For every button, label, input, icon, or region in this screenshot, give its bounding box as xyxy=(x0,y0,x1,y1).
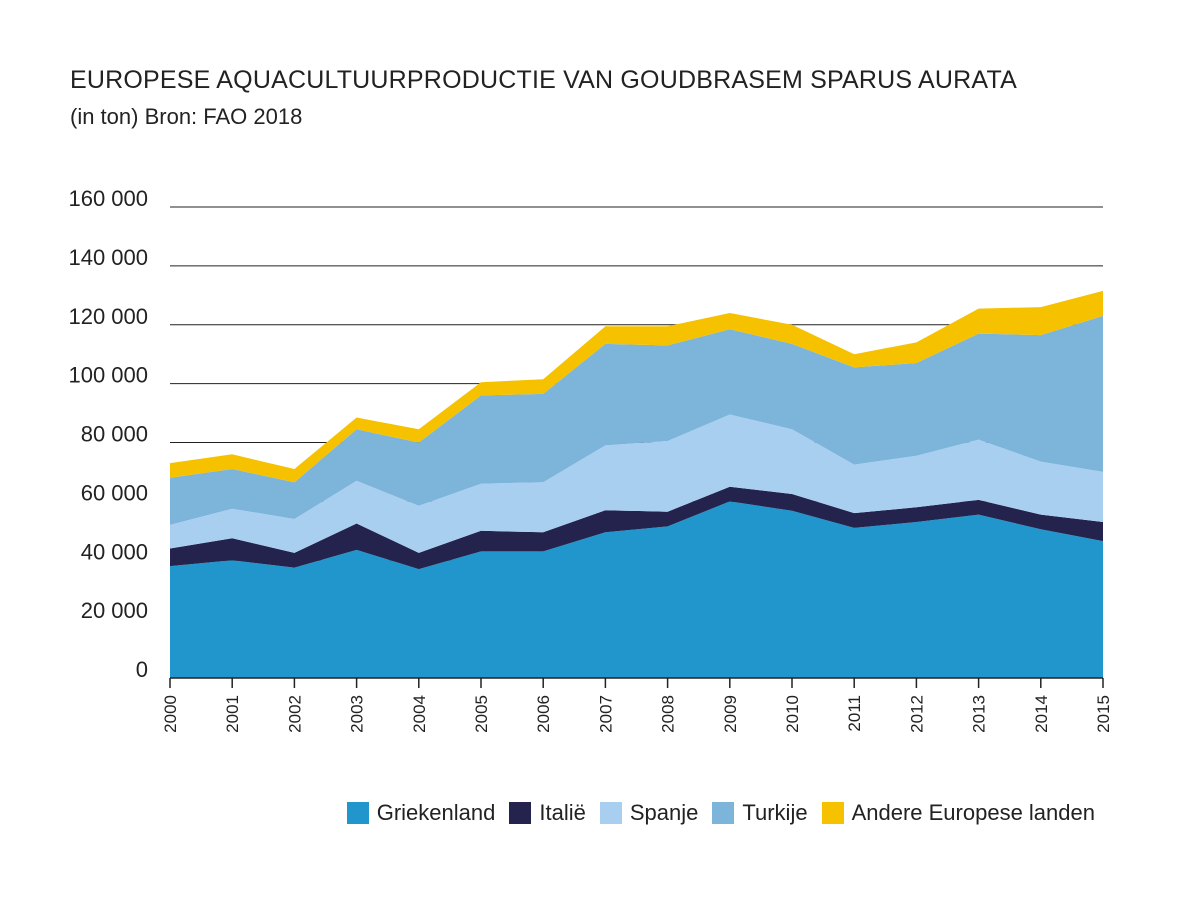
area-spanje xyxy=(170,414,1103,553)
y-tick-label-0: 0 xyxy=(136,657,148,682)
chart-subtitle: (in ton) Bron: FAO 2018 xyxy=(70,104,303,129)
x-tick-label-2000: 2000 xyxy=(161,695,180,733)
x-axis xyxy=(169,677,1104,688)
y-axis-labels: 0 20 000 40 000 60 000 80 000 100 000 120 000 1… xyxy=(68,186,148,682)
legend: Griekenland Italië Spanje Turkije Andere Eur… xyxy=(346,800,1095,826)
y-tick-label-8: 160 000 xyxy=(68,186,148,211)
x-tick-label-2005: 2005 xyxy=(472,695,491,733)
legend-swatch-itali- xyxy=(509,802,532,824)
chart-title: EUROPESE AQUACULTUURPRODUCTIE VAN GOUDBR… xyxy=(70,66,1017,94)
area-andere-europese-landen xyxy=(170,290,1103,483)
x-tick-label-2014: 2014 xyxy=(1032,695,1051,733)
legend-swatch-griekenland xyxy=(346,802,369,824)
legend-item-spanje: Spanje xyxy=(599,800,699,826)
legend-item-turkije: Turkije xyxy=(712,800,808,826)
x-tick-label-2007: 2007 xyxy=(596,695,615,733)
legend-label-spanje: Spanje xyxy=(629,800,699,825)
area-griekenland xyxy=(170,501,1103,678)
y-tick-label-1: 20 000 xyxy=(81,598,148,623)
x-tick-label-2002: 2002 xyxy=(285,695,304,733)
legend-swatch-turkije xyxy=(712,802,735,824)
legend-label-griekenland: Griekenland xyxy=(376,800,496,825)
x-tick-label-2010: 2010 xyxy=(783,695,802,733)
x-tick-label-2011: 2011 xyxy=(845,695,864,732)
x-tick-label-2003: 2003 xyxy=(348,695,367,733)
y-tick-label-3: 60 000 xyxy=(81,480,148,505)
legend-label-andere-europese-landen: Andere Europese landen xyxy=(851,800,1095,825)
legend-item-griekenland: Griekenland xyxy=(346,800,496,826)
x-tick-label-2008: 2008 xyxy=(659,695,678,733)
y-tick-label-7: 140 000 xyxy=(68,245,148,270)
y-tick-label-4: 80 000 xyxy=(81,422,148,447)
area-itali- xyxy=(170,486,1103,570)
x-tick-label-2012: 2012 xyxy=(907,695,926,733)
area-series xyxy=(170,290,1103,678)
x-tick-label-2013: 2013 xyxy=(970,695,989,733)
legend-swatch-andere-europese-landen xyxy=(821,802,844,824)
y-tick-label-2: 40 000 xyxy=(81,539,148,564)
area-turkije xyxy=(170,315,1103,525)
legend-swatch-spanje xyxy=(599,802,622,824)
legend-label-turkije: Turkije xyxy=(742,800,808,825)
y-tick-label-5: 100 000 xyxy=(68,363,148,388)
x-axis-labels: 2000 2001 2002 2003 2004 2005 2006 2007 2008 2009… xyxy=(161,695,1113,733)
x-tick-label-2001: 2001 xyxy=(223,695,242,733)
x-tick-label-2015: 2015 xyxy=(1094,695,1113,733)
x-tick-label-2004: 2004 xyxy=(410,695,429,733)
legend-label-itali-: Italië xyxy=(539,800,586,825)
legend-item-itali-: Italië xyxy=(509,800,586,826)
x-tick-label-2006: 2006 xyxy=(534,695,553,733)
x-tick-label-2009: 2009 xyxy=(721,695,740,733)
y-tick-label-6: 120 000 xyxy=(68,304,148,329)
legend-item-andere-europese-landen: Andere Europese landen xyxy=(821,800,1095,826)
